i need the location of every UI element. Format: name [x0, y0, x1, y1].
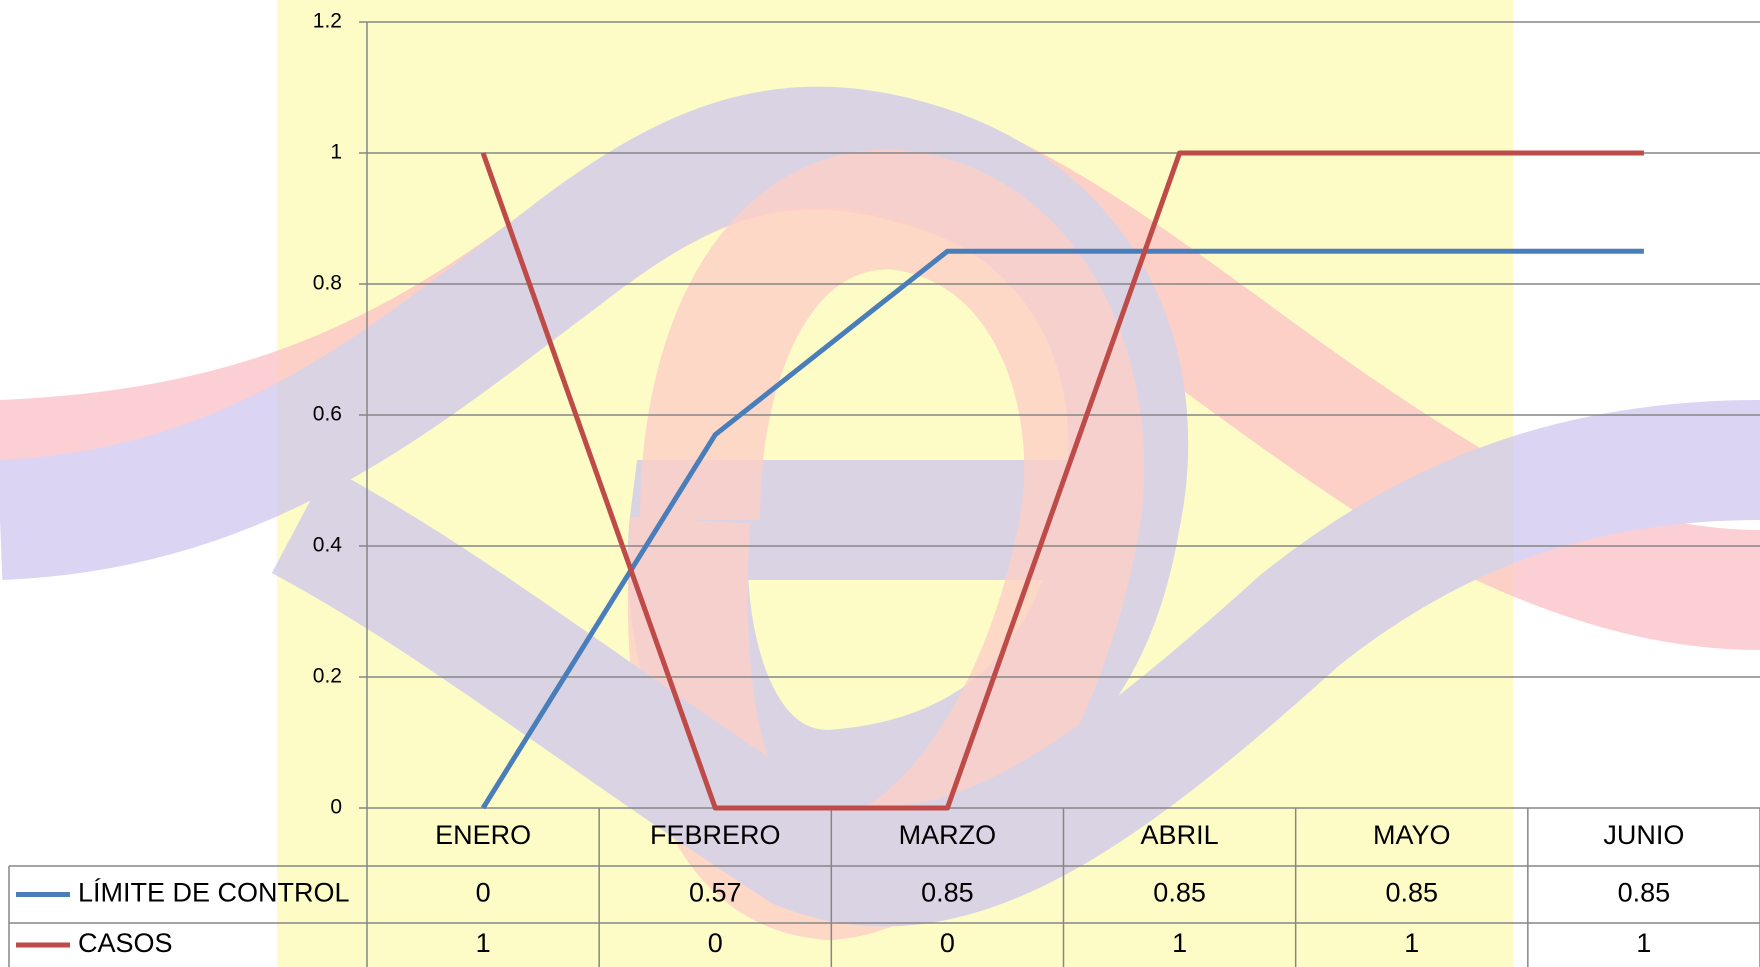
grid: 0 0.2 0.4 0.6 0.8 1 1.2 [313, 10, 1760, 819]
table-value: 1 [1172, 928, 1187, 958]
y-tick-label: 1 [330, 141, 342, 164]
table-value: 0 [940, 928, 955, 958]
table-value: 1 [476, 928, 491, 958]
plot [480, 150, 1644, 811]
y-tick-label: 0.2 [313, 665, 342, 688]
y-tick-label: 0 [330, 796, 342, 819]
x-tick-label: ENERO [435, 820, 531, 850]
data-table: ENERO FEBRERO MARZO ABRIL MAYO JUNIO LÍMITE DE… [8, 808, 1760, 967]
table-value: 0.85 [921, 878, 974, 908]
y-tick-label: 1.2 [313, 10, 342, 33]
table-value: 0.85 [1153, 878, 1206, 908]
x-tick-label: MAYO [1373, 820, 1451, 850]
table-value: 0.57 [689, 878, 742, 908]
y-tick-label: 0.6 [313, 403, 342, 426]
x-tick-label: JUNIO [1603, 820, 1684, 850]
y-tick-label: 0.8 [313, 272, 342, 295]
table-value: 0 [476, 878, 491, 908]
x-tick-label: MARZO [899, 820, 997, 850]
table-value: 0.85 [1385, 878, 1438, 908]
legend-label: CASOS [78, 928, 173, 958]
legend-label: LÍMITE DE CONTROL [78, 878, 350, 908]
y-tick-label: 0.4 [313, 534, 343, 557]
series-line [480, 150, 1644, 811]
x-tick-label: FEBRERO [650, 820, 781, 850]
x-tick-label: ABRIL [1141, 820, 1219, 850]
table-value: 0 [708, 928, 723, 958]
table-value: 1 [1636, 928, 1651, 958]
table-value: 0.85 [1618, 878, 1671, 908]
table-value: 1 [1404, 928, 1419, 958]
series-line [480, 248, 1644, 810]
